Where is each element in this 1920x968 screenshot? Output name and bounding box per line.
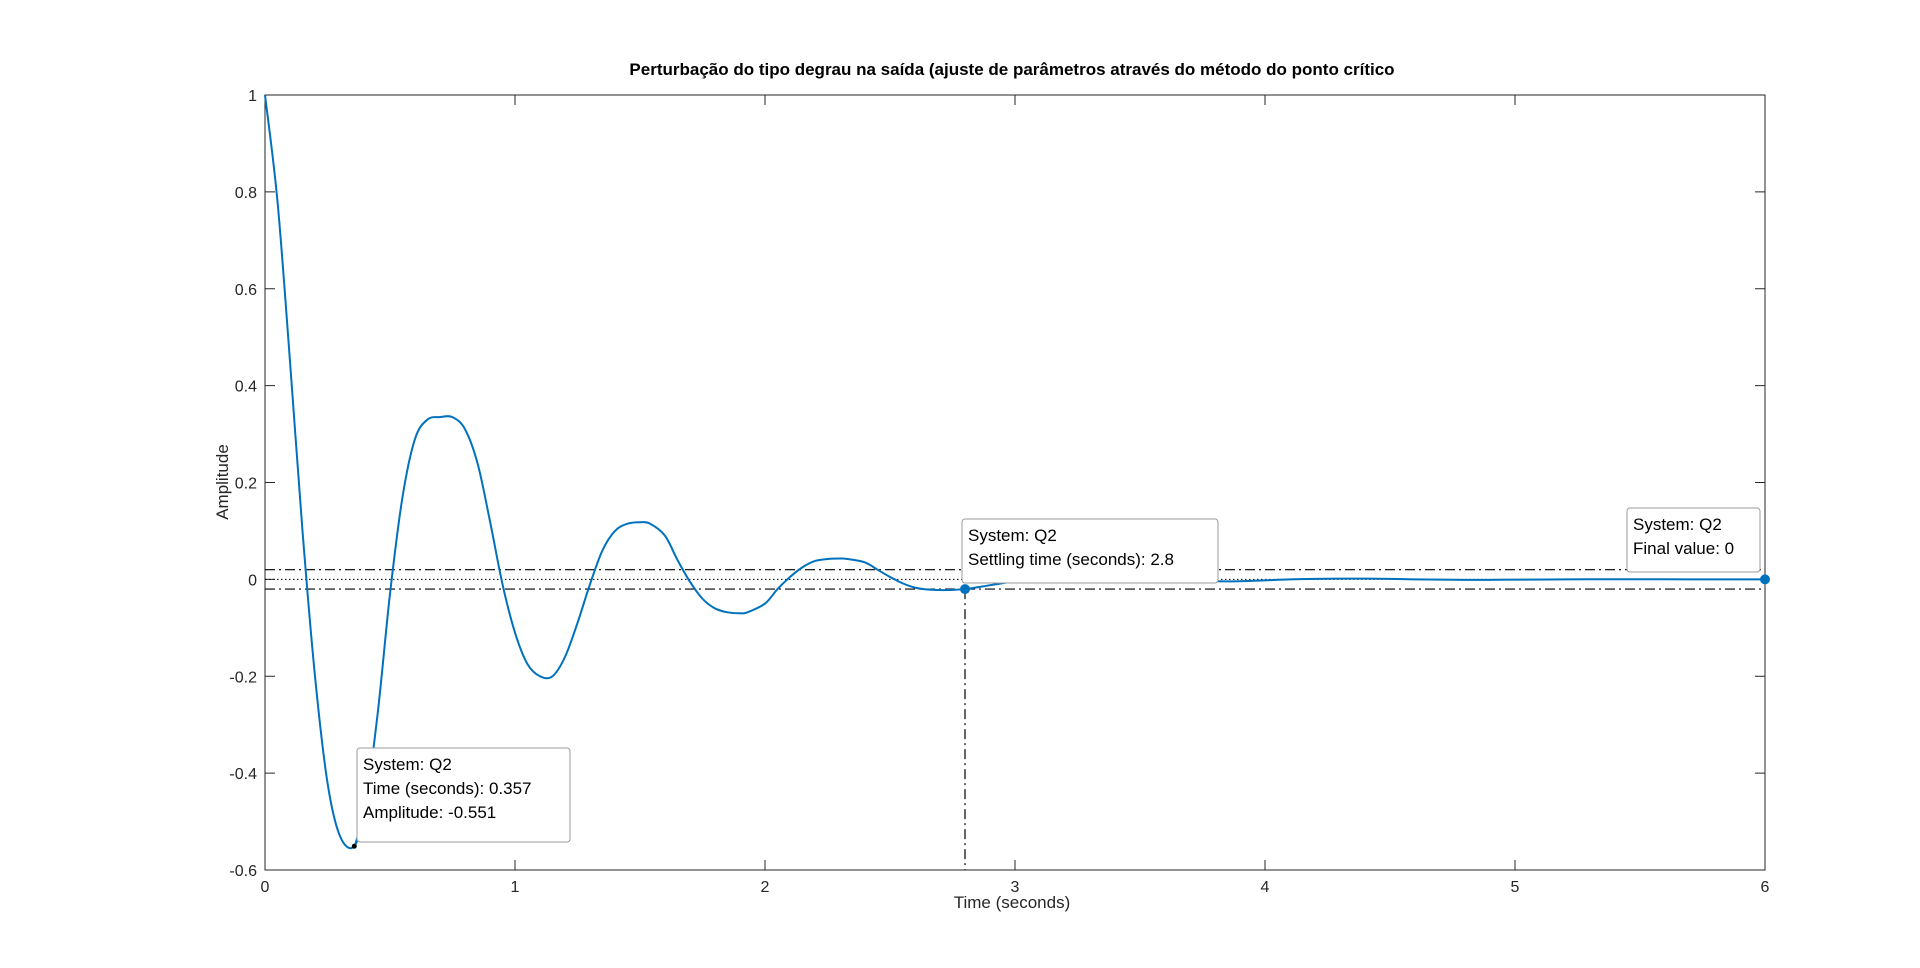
- y-tick-label: 1: [248, 88, 257, 105]
- y-tick-label: -0.6: [229, 863, 257, 880]
- datatip-text: Settling time (seconds): 2.8: [968, 550, 1174, 569]
- datatip-marker: [351, 843, 357, 849]
- y-tick-label: 0.4: [235, 379, 257, 396]
- y-tick-label: 0: [248, 572, 257, 589]
- x-tick-label: 5: [1511, 879, 1520, 896]
- y-tick-label: 0.6: [235, 282, 257, 299]
- x-tick-label: 1: [511, 879, 520, 896]
- y-axis-label: Amplitude: [213, 444, 232, 520]
- y-tick-label: 0.2: [235, 476, 257, 493]
- datatip-text: Final value: 0: [1633, 539, 1734, 558]
- datatip-text: System: Q2: [363, 755, 452, 774]
- datatip: System: Q2 Settling time (seconds): 2.8: [960, 518, 1219, 595]
- y-tick-label: -0.2: [229, 669, 257, 686]
- x-tick-label: 0: [261, 879, 270, 896]
- x-tick-label: 4: [1261, 879, 1270, 896]
- x-tick-label: 3: [1011, 879, 1020, 896]
- chart-title: Perturbação do tipo degrau na saída (aju…: [629, 60, 1394, 79]
- datatip-box: [356, 747, 571, 843]
- x-tick-label: 6: [1761, 879, 1770, 896]
- plot-area: 0 1 2 3 4 5 6 -0.6 -0.4 -0.2 0 0.2 0.4 0.6 0.8 1 System:…: [229, 88, 1770, 896]
- response-line: [264, 94, 1766, 850]
- datatip-box: [961, 518, 1219, 584]
- datatip-text: Time (seconds): 0.357: [363, 779, 532, 798]
- datatip: System: Q2 Final value: 0: [1626, 507, 1770, 585]
- x-axis-label: Time (seconds): [954, 893, 1071, 912]
- datatip-box: [1626, 507, 1761, 573]
- datatip-text: Amplitude: -0.551: [363, 803, 496, 822]
- y-tick-label: -0.4: [229, 766, 257, 783]
- x-tick-label: 2: [761, 879, 770, 896]
- datatip-text: System: Q2: [1633, 515, 1722, 534]
- datatip-marker: [1760, 574, 1770, 585]
- datatip: System: Q2 Time (seconds): 0.357 Amplitude…: [351, 747, 571, 849]
- y-tick-label: 0.8: [235, 185, 257, 202]
- datatip-text: System: Q2: [968, 526, 1057, 545]
- datatip-marker: [960, 584, 970, 595]
